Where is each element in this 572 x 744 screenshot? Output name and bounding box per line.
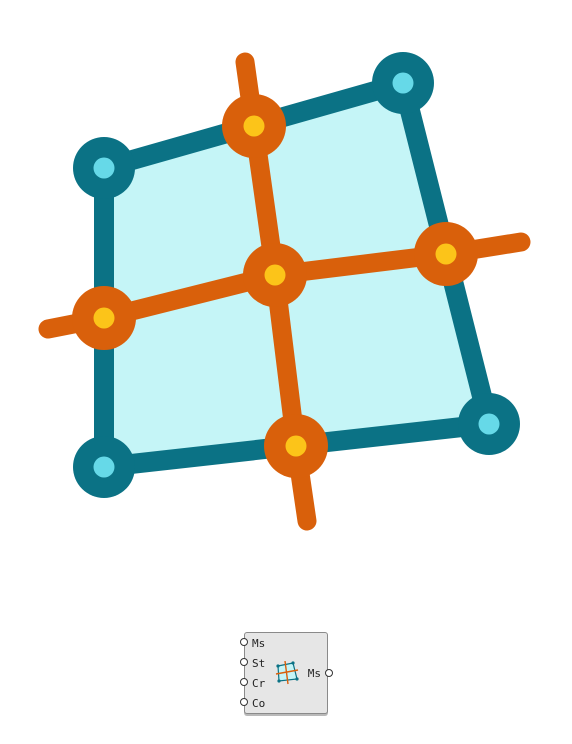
grid-node-center <box>93 307 115 329</box>
mesh-grid-icon <box>275 661 299 685</box>
output-port-ms[interactable] <box>325 669 333 677</box>
mesh-diagram <box>38 52 531 531</box>
corner-node-center <box>93 157 115 179</box>
input-label-co: Co <box>252 697 266 710</box>
grid-node-center <box>285 435 307 457</box>
input-label-cr: Cr <box>252 677 266 690</box>
input-label-st: St <box>252 657 266 670</box>
corner-node-center <box>392 72 414 94</box>
input-port-co[interactable] <box>240 698 248 706</box>
input-port-st[interactable] <box>240 658 248 666</box>
grid-node-center <box>435 243 457 265</box>
input-label-ms: Ms <box>252 637 266 650</box>
grid-nodes <box>72 94 478 478</box>
mesh-component[interactable]: Ms St Cr Co Ms <box>240 632 333 714</box>
grid-node-center <box>264 264 286 286</box>
corner-nodes <box>73 52 520 498</box>
input-port-cr[interactable] <box>240 678 248 686</box>
grid-node-center <box>243 115 265 137</box>
corner-node-center <box>478 413 500 435</box>
corner-node-center <box>93 456 115 478</box>
output-label-ms: Ms <box>307 667 321 680</box>
input-port-ms[interactable] <box>240 638 248 646</box>
